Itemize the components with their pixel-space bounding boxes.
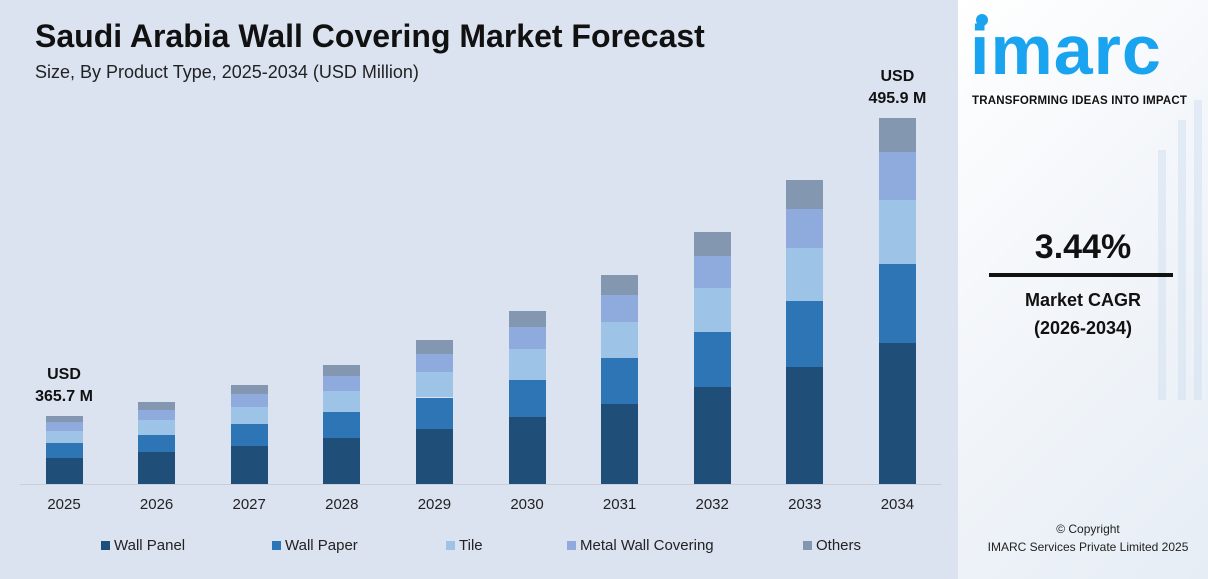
bar-segment-wall-panel-2030 [508,417,546,484]
legend-swatch [446,541,455,550]
total-data-label: USD 495.9 M [847,66,947,110]
logo-dot-icon [976,14,988,26]
bar-segment-others-2032 [693,232,731,256]
x-tick-label: 2026 [139,496,174,513]
cagr-value: 3.44% [1034,228,1132,266]
bar-segment-wall-paper-2028 [323,412,361,439]
bar-segment-metal-wall-covering-2028 [323,375,361,392]
imarc-logo: imarc [970,11,1162,89]
bar-segment-wall-panel-2033 [786,367,824,484]
legend-item-wall-paper: Wall Paper [272,537,358,554]
x-tick-label: 2033 [788,496,822,513]
legend-label: Others [816,537,862,554]
x-tick-label: 2034 [880,496,915,513]
company-name: IMARC Services Private Limited 2025 [987,540,1189,554]
bar-segment-wall-paper-2032 [693,332,731,388]
bar-segment-metal-wall-covering-2034 [878,152,916,200]
bar-segment-wall-panel-2028 [323,438,361,484]
bar-segment-tile-2033 [786,248,824,302]
legend-label: Metal Wall Covering [580,537,714,554]
bar-segment-wall-panel-2029 [415,428,453,484]
bar-segment-wall-panel-2031 [601,403,639,484]
chart-subtitle: Size, By Product Type, 2025-2034 (USD Mi… [35,62,419,82]
bar-segment-tile-2025 [45,431,83,444]
legend-label: Wall Paper [285,537,358,554]
bar-segment-metal-wall-covering-2033 [786,208,824,249]
x-tick-label: 2028 [325,496,359,513]
cagr-divider [989,273,1173,277]
side-panel: imarc TRANSFORMING IDEAS INTO IMPACT 3.4… [958,0,1208,579]
total-label-currency: USD [47,366,81,383]
bar-segment-wall-paper-2030 [508,379,546,418]
legend-swatch [272,541,281,550]
bar-segment-others-2029 [415,340,453,354]
x-tick-label: 2031 [602,496,637,513]
bar-segment-others-2030 [508,310,546,327]
bar-segment-wall-paper-2027 [230,424,268,446]
cagr-label: Market CAGR [1024,290,1142,310]
legend-item-metal-wall-covering: Metal Wall Covering [567,537,714,554]
bar-segment-wall-paper-2029 [415,397,453,429]
bar-segment-wall-panel-2032 [693,387,731,484]
legend-item-tile: Tile [446,537,483,554]
bar-segment-wall-panel-2034 [878,343,916,484]
bar-segment-metal-wall-covering-2030 [508,326,546,350]
copyright: © Copyright [1056,522,1120,536]
legend-swatch [101,541,110,550]
bar-segment-metal-wall-covering-2029 [415,353,453,373]
bar-segment-wall-paper-2034 [878,263,916,344]
bar-segment-wall-paper-2031 [601,358,639,404]
chart-panel: Saudi Arabia Wall Covering Market Foreca… [0,0,958,579]
bar-segment-wall-paper-2026 [138,434,176,453]
bar-segment-metal-wall-covering-2026 [138,409,176,421]
total-label-value: 365.7 M [35,388,93,405]
x-axis-line [20,484,942,485]
x-tick-label: 2025 [47,496,81,513]
legend-swatch [803,541,812,550]
x-tick-label: 2032 [695,496,729,513]
bar-segment-tile-2030 [508,349,546,380]
bar-segment-metal-wall-covering-2031 [601,294,639,322]
x-tick-label: 2029 [417,496,452,513]
logo-tagline: TRANSFORMING IDEAS INTO IMPACT [972,95,1188,107]
bar-segment-others-2028 [323,364,361,376]
decorative-bar [1178,120,1186,400]
legend-swatch [567,541,576,550]
bar-segment-others-2031 [601,275,639,295]
bar-segment-others-2025 [45,416,83,423]
x-tick-label: 2027 [232,496,266,513]
bar-segment-others-2033 [786,180,824,209]
decorative-bar [1194,100,1202,400]
bar-segment-tile-2032 [693,288,731,333]
plot-area: 2025 USD 365.7 M 2026 2027 2028 2029 2030 2031 20… [14,66,947,513]
x-tick-label: 2030 [510,496,544,513]
legend-item-others: Others [803,537,861,554]
total-label-currency: USD [880,68,915,85]
bar-segment-others-2026 [138,402,176,410]
chart-title: Saudi Arabia Wall Covering Market Foreca… [35,18,705,54]
bar-segment-others-2034 [878,118,916,153]
legend-label: Tile [459,537,483,554]
bar-segment-wall-paper-2033 [786,301,824,368]
bar-segment-others-2027 [230,385,268,395]
total-label-value: 495.9 M [868,90,927,107]
bar-segment-metal-wall-covering-2032 [693,255,731,289]
cagr-period: (2026-2034) [1033,318,1133,338]
legend-label: Wall Panel [114,537,186,554]
bar-segment-wall-panel-2025 [45,457,83,484]
bar-segment-metal-wall-covering-2025 [45,422,83,432]
bar-segment-wall-paper-2025 [45,443,83,458]
bar-segment-tile-2034 [878,199,916,264]
bar-segment-tile-2031 [601,321,639,359]
bar-segment-metal-wall-covering-2027 [230,394,268,408]
bar-segment-tile-2027 [230,407,268,425]
bar-segment-wall-panel-2026 [138,452,176,484]
total-data-label: USD 365.7 M [14,364,114,408]
bar-segment-wall-panel-2027 [230,445,268,484]
bar-segment-tile-2026 [138,420,176,435]
legend-item-wall-panel: Wall Panel [101,537,185,554]
bar-segment-tile-2028 [323,391,361,413]
bar-segment-tile-2029 [415,372,453,398]
legend: Wall Panel Wall Paper Tile Metal Wall Cover… [0,537,958,557]
